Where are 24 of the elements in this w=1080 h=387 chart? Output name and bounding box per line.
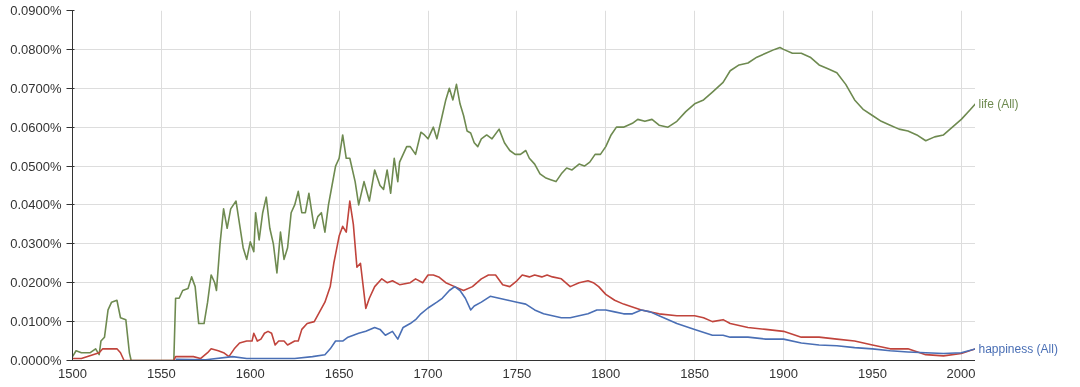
- y-tick-label: 0.0100%: [10, 314, 62, 330]
- x-tick-label: 1500: [58, 365, 87, 381]
- y-tick-label: 0.0500%: [10, 158, 62, 174]
- x-tick-label: 1550: [146, 365, 176, 381]
- y-tick-label: 0.0200%: [10, 275, 62, 291]
- y-tick-label: 0.0800%: [10, 41, 62, 57]
- y-tick-label: 0.0600%: [10, 119, 62, 135]
- series-label: happiness (All): [978, 341, 1058, 356]
- y-tick-label: 0.0700%: [10, 80, 62, 96]
- x-tick-label: 1950: [857, 365, 887, 381]
- x-tick-label: 1800: [591, 365, 621, 381]
- x-tick-label: 2000: [946, 365, 976, 381]
- y-tick-label: 0.0900%: [10, 3, 62, 18]
- y-tick-label: 0.0400%: [10, 197, 62, 213]
- y-tick-label: 0.0000%: [10, 353, 62, 368]
- x-tick-label: 1850: [680, 365, 710, 381]
- line-series: [174, 285, 975, 361]
- x-tick-label: 1750: [502, 365, 532, 381]
- x-tick-label: 1650: [324, 365, 354, 381]
- x-tick-label: 1700: [413, 365, 443, 381]
- series-label: life (All): [978, 96, 1019, 111]
- x-tick-label: 1600: [235, 365, 265, 381]
- y-tick-label: 0.0300%: [10, 236, 62, 252]
- x-tick-label: 1900: [769, 365, 798, 381]
